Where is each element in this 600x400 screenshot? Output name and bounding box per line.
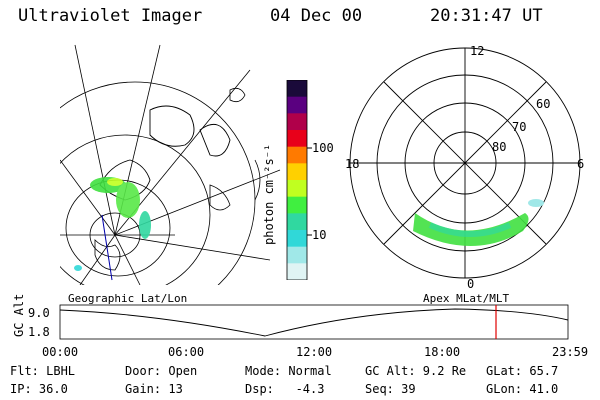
timeline-xtick-0600: 06:00 xyxy=(168,345,205,359)
geographic-label: Geographic Lat/Lon xyxy=(68,292,188,305)
colorbar-cell xyxy=(287,96,307,114)
door-readout: Door: Open xyxy=(125,364,198,378)
glon-readout: GLon: 41.0 xyxy=(486,382,559,396)
colorbar-cell xyxy=(287,213,307,231)
colorbar-cell xyxy=(287,180,307,198)
colorbar-cell xyxy=(287,130,307,148)
geographic-map xyxy=(60,44,281,285)
colorbar-cell xyxy=(287,263,307,280)
timeline-ylabel: GC Alt xyxy=(12,293,26,337)
dsp-readout: Dsp: -4.3 xyxy=(245,382,325,396)
meridian xyxy=(60,159,116,236)
colorbar-tick-100: 100 xyxy=(312,141,334,155)
mlat-label-80: 80 xyxy=(492,140,507,154)
altitude-curve xyxy=(59,308,569,337)
mlat-label-70: 70 xyxy=(512,120,527,134)
colorbar-cell xyxy=(287,246,307,264)
apex-polar-plot xyxy=(349,47,581,279)
mlt-label-18: 18 xyxy=(345,157,360,171)
colorbar-unit-label: photon cm⁻²s⁻¹ xyxy=(262,143,276,245)
filter-readout: Flt: LBHL xyxy=(10,364,76,378)
date-label: 04 Dec 00 xyxy=(270,6,363,26)
ip-readout: IP: 36.0 xyxy=(10,382,68,396)
time-label: 20:31:47 UT xyxy=(430,6,543,26)
mode-readout: Mode: Normal xyxy=(245,364,332,378)
meridian xyxy=(114,234,271,261)
colorbar-cell xyxy=(287,163,307,181)
colorbar-cell xyxy=(287,80,307,98)
colorbar-cell xyxy=(287,230,307,248)
mlt-label-6: 6 xyxy=(577,157,585,171)
gc-alt-readout: GC Alt: 9.2 Re xyxy=(365,364,467,378)
timeline-ytick-low: 1.8 xyxy=(28,325,50,339)
timeline-ytick-high: 9.0 xyxy=(28,306,50,320)
timeline-xtick-1200: 12:00 xyxy=(296,345,333,359)
colorbar xyxy=(286,80,312,280)
colorbar-cell xyxy=(287,196,307,214)
colorbar-cell xyxy=(287,113,307,131)
apex-aurora-emission xyxy=(413,199,544,246)
timeline-xtick-1800: 18:00 xyxy=(424,345,461,359)
meridian xyxy=(114,234,141,285)
timeline-xtick-2359: 23:59 xyxy=(552,345,589,359)
altitude-timeline xyxy=(59,304,569,340)
lat-circle-60 xyxy=(60,134,211,285)
satellite-track xyxy=(101,214,113,281)
mlat-label-60: 60 xyxy=(536,97,551,111)
colorbar-cell xyxy=(287,146,307,164)
timeline-xtick-0000: 00:00 xyxy=(42,345,79,359)
mlt-label-12: 12 xyxy=(470,44,485,58)
instrument-title: Ultraviolet Imager xyxy=(18,6,203,26)
seq-readout: Seq: 39 xyxy=(365,382,416,396)
aurora-emission xyxy=(74,177,151,271)
gain-readout: Gain: 13 xyxy=(125,382,183,396)
mlt-label-0: 0 xyxy=(467,277,475,291)
meridian xyxy=(74,44,116,236)
colorbar-tick-10: 10 xyxy=(312,228,327,242)
apex-label: Apex MLat/MLT xyxy=(423,292,510,305)
glat-readout: GLat: 65.7 xyxy=(486,364,559,378)
